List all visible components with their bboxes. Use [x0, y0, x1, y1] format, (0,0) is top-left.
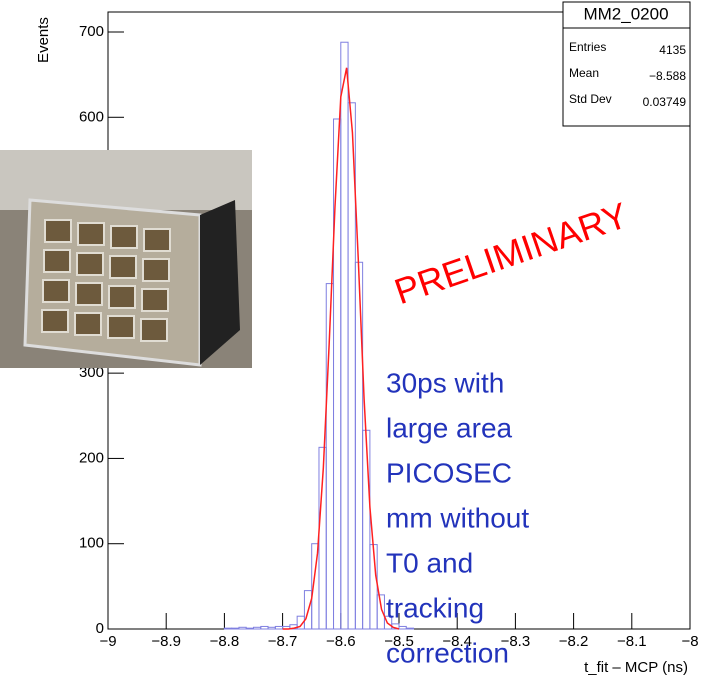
- annotation-line: 30ps with: [386, 367, 504, 398]
- x-tick-label: −8.2: [559, 633, 589, 650]
- stats-value: 4135: [659, 43, 686, 57]
- annotation-line: T0 and: [386, 547, 473, 578]
- x-tick-label: −8.9: [151, 633, 181, 650]
- x-axis-label: t_fit – MCP (ns): [584, 659, 688, 676]
- x-tick-label: −8.1: [617, 633, 647, 650]
- bar: [405, 627, 415, 630]
- annotation-line: mm without: [386, 502, 529, 533]
- y-tick-label: 700: [79, 23, 104, 40]
- stats-frame: [562, 1, 691, 127]
- photo-detector-side: [200, 200, 240, 365]
- x-tick-label: −8.7: [268, 633, 298, 650]
- bar: [223, 627, 233, 630]
- annotation-line: large area: [386, 412, 513, 443]
- detector-photo: [0, 150, 252, 368]
- annotation-line: correction: [386, 637, 509, 668]
- y-tick-label: 200: [79, 449, 104, 466]
- photo-pads: [41, 219, 171, 342]
- x-tick-label: −8.6: [326, 633, 356, 650]
- stats-label: Mean: [569, 66, 599, 80]
- bar: [383, 615, 393, 630]
- x-tick-label: −8.8: [210, 633, 240, 650]
- y-axis-label: Events: [35, 17, 52, 63]
- stats-title: MM2_0200: [583, 4, 668, 23]
- stats-value: −8.588: [649, 69, 686, 83]
- bar: [245, 627, 255, 630]
- stats-box: MM2_0200 Entries 4135 Mean −8.588 Std Dev 0.0…: [562, 1, 691, 127]
- y-tick-label: 0: [96, 620, 104, 637]
- annotation-line: PICOSEC: [386, 457, 512, 488]
- stats-label: Entries: [569, 40, 606, 54]
- annotation-line: tracking: [386, 592, 484, 623]
- bar: [376, 594, 385, 630]
- stats-label: Std Dev: [569, 92, 612, 106]
- bar: [231, 627, 240, 630]
- x-tick-label: −8.3: [501, 633, 531, 650]
- x-tick-label: −9: [99, 633, 116, 650]
- y-tick-label: 300: [79, 364, 104, 381]
- fit-curve: [282, 67, 400, 630]
- y-tick-label: 600: [79, 108, 104, 125]
- y-tick-label: 100: [79, 535, 104, 552]
- annotation: 30ps with large area PICOSEC mm without T0 a…: [386, 367, 529, 668]
- x-tick-label: −8.4: [442, 633, 472, 650]
- x-tick-label: −8.5: [384, 633, 414, 650]
- x-tick-label: −8: [681, 633, 698, 650]
- stats-value: 0.03749: [643, 95, 687, 109]
